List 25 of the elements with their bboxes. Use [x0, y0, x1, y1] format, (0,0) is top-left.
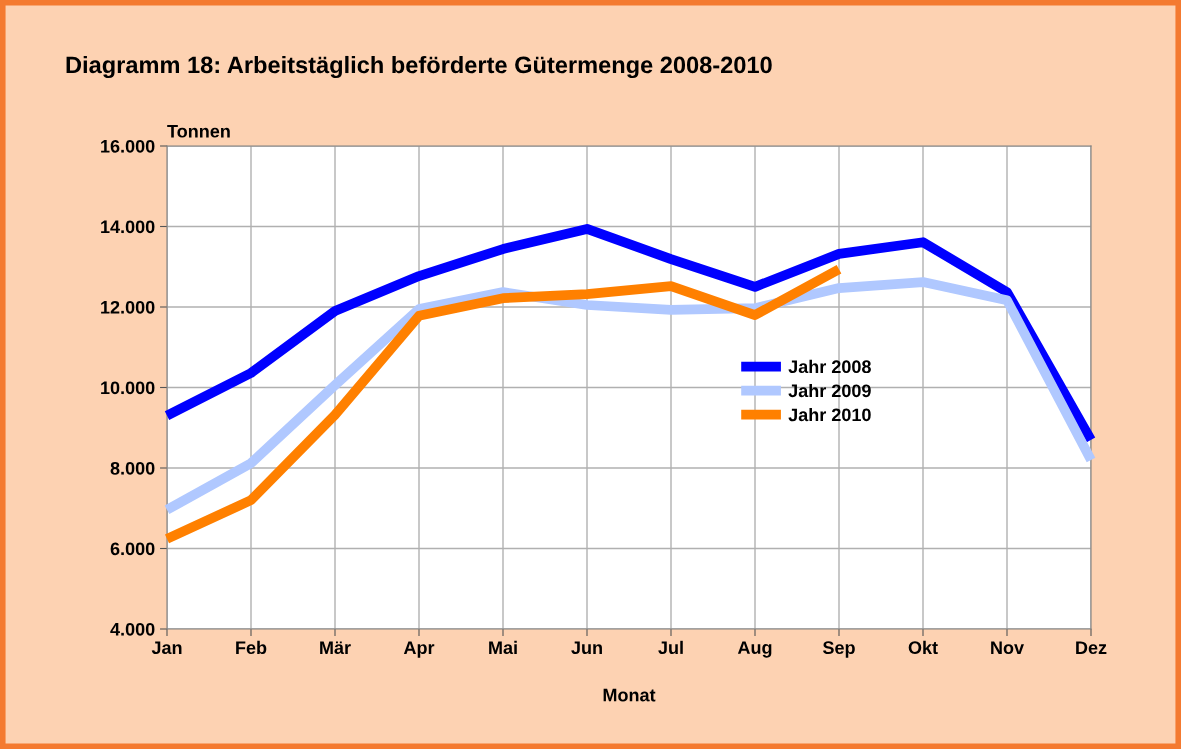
x-tick-label: Jan — [151, 641, 182, 655]
x-tick-label: Okt — [908, 640, 938, 655]
y-tick-label: 12.000 — [101, 300, 155, 314]
legend-label: Jahr 2008 — [788, 359, 871, 374]
y-tick-label: 14.000 — [101, 220, 155, 234]
y-tick-label: 8.000 — [110, 461, 155, 475]
x-tick-label: Mai — [489, 640, 517, 655]
x-tick-label: Aug — [737, 641, 772, 658]
x-tick-label: Jun — [571, 641, 602, 655]
x-tick-label: Apr — [403, 641, 435, 658]
y-axis-title: Tonnen — [167, 125, 230, 138]
x-tick-label: Mär — [320, 641, 351, 655]
x-tick-label: Jul — [658, 640, 683, 655]
chart-title: Diagramm 18: Arbeitstäglich beförderte Gütermenge 2008-2010 — [66, 55, 772, 79]
x-tick-label: Feb — [236, 640, 267, 655]
y-tick-label: 6.000 — [110, 542, 155, 556]
y-tick-label: 4.000 — [110, 622, 155, 636]
x-tick-label: Nov — [991, 641, 1024, 655]
x-tick-label: Dez — [1076, 641, 1107, 655]
y-tick-label: 16.000 — [101, 139, 155, 153]
legend-label: Jahr 2009 — [788, 383, 871, 398]
legend-label: Jahr 2010 — [788, 407, 871, 422]
x-axis-title: Monat — [603, 688, 656, 702]
y-tick-label: 10.000 — [101, 381, 155, 395]
x-tick-label: Sep — [822, 641, 855, 658]
